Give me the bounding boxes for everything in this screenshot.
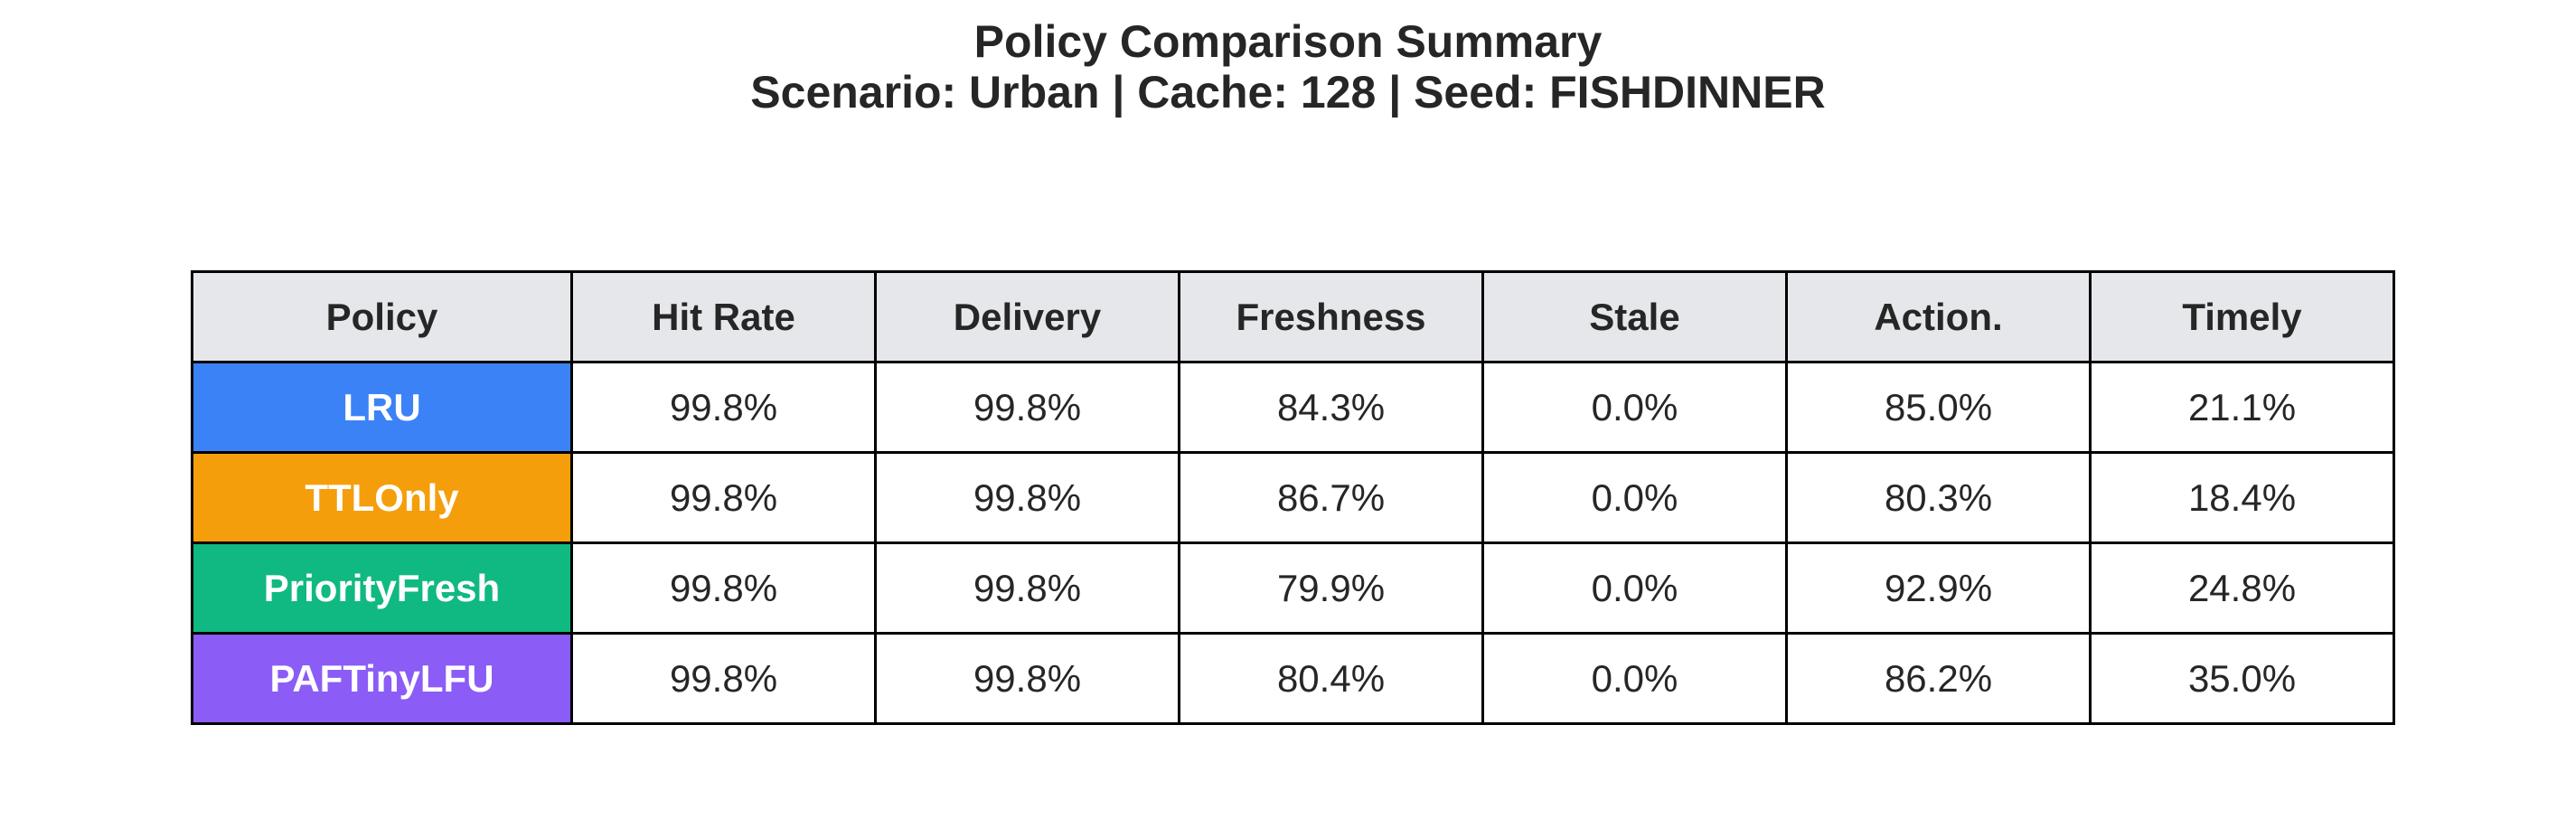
table-cell: 92.9% [1785, 541, 2092, 635]
table-row: PAFTinyLFU 99.8% 99.8% 80.4% 0.0% 86.2% … [191, 632, 2395, 725]
table-row: TTLOnly 99.8% 99.8% 86.7% 0.0% 80.3% 18.… [191, 451, 2395, 544]
table-cell: 21.1% [2089, 361, 2395, 454]
table-cell: 0.0% [1481, 632, 1788, 725]
policy-name-cell: PAFTinyLFU [191, 632, 573, 725]
table-cell: 86.7% [1178, 451, 1484, 544]
column-header-freshness: Freshness [1178, 270, 1484, 363]
policy-comparison-table: Policy Hit Rate Delivery Freshness Stale… [191, 270, 2395, 725]
chart-subtitle: Scenario: Urban | Cache: 128 | Seed: FIS… [750, 67, 1826, 118]
table-cell: 79.9% [1178, 541, 1484, 635]
chart-title: Policy Comparison Summary [973, 16, 1603, 67]
table-cell: 99.8% [874, 541, 1180, 635]
column-header-policy: Policy [191, 270, 573, 363]
table-cell: 80.3% [1785, 451, 2092, 544]
table-cell: 18.4% [2089, 451, 2395, 544]
table-cell: 99.8% [570, 361, 877, 454]
table-cell: 99.8% [570, 541, 877, 635]
table-cell: 99.8% [570, 451, 877, 544]
table-cell: 0.0% [1481, 361, 1788, 454]
table-cell: 99.8% [874, 361, 1180, 454]
table-cell: 0.0% [1481, 541, 1788, 635]
policy-name-cell: LRU [191, 361, 573, 454]
table-row: PriorityFresh 99.8% 99.8% 79.9% 0.0% 92.… [191, 541, 2395, 635]
chart-title-block: Policy Comparison Summary Scenario: Urba… [0, 16, 2576, 118]
column-header-timely: Timely [2089, 270, 2395, 363]
table-cell: 85.0% [1785, 361, 2092, 454]
table-header-row: Policy Hit Rate Delivery Freshness Stale… [191, 270, 2395, 363]
table-cell: 99.8% [874, 632, 1180, 725]
policy-name-cell: PriorityFresh [191, 541, 573, 635]
table-cell: 84.3% [1178, 361, 1484, 454]
column-header-hit-rate: Hit Rate [570, 270, 877, 363]
column-header-delivery: Delivery [874, 270, 1180, 363]
table-cell: 24.8% [2089, 541, 2395, 635]
table-cell: 0.0% [1481, 451, 1788, 544]
table-cell: 80.4% [1178, 632, 1484, 725]
column-header-stale: Stale [1481, 270, 1788, 363]
table-cell: 35.0% [2089, 632, 2395, 725]
table-cell: 99.8% [570, 632, 877, 725]
table-cell: 86.2% [1785, 632, 2092, 725]
table-cell: 99.8% [874, 451, 1180, 544]
policy-name-cell: TTLOnly [191, 451, 573, 544]
column-header-actionability: Action. [1785, 270, 2092, 363]
table-row: LRU 99.8% 99.8% 84.3% 0.0% 85.0% 21.1% [191, 361, 2395, 454]
